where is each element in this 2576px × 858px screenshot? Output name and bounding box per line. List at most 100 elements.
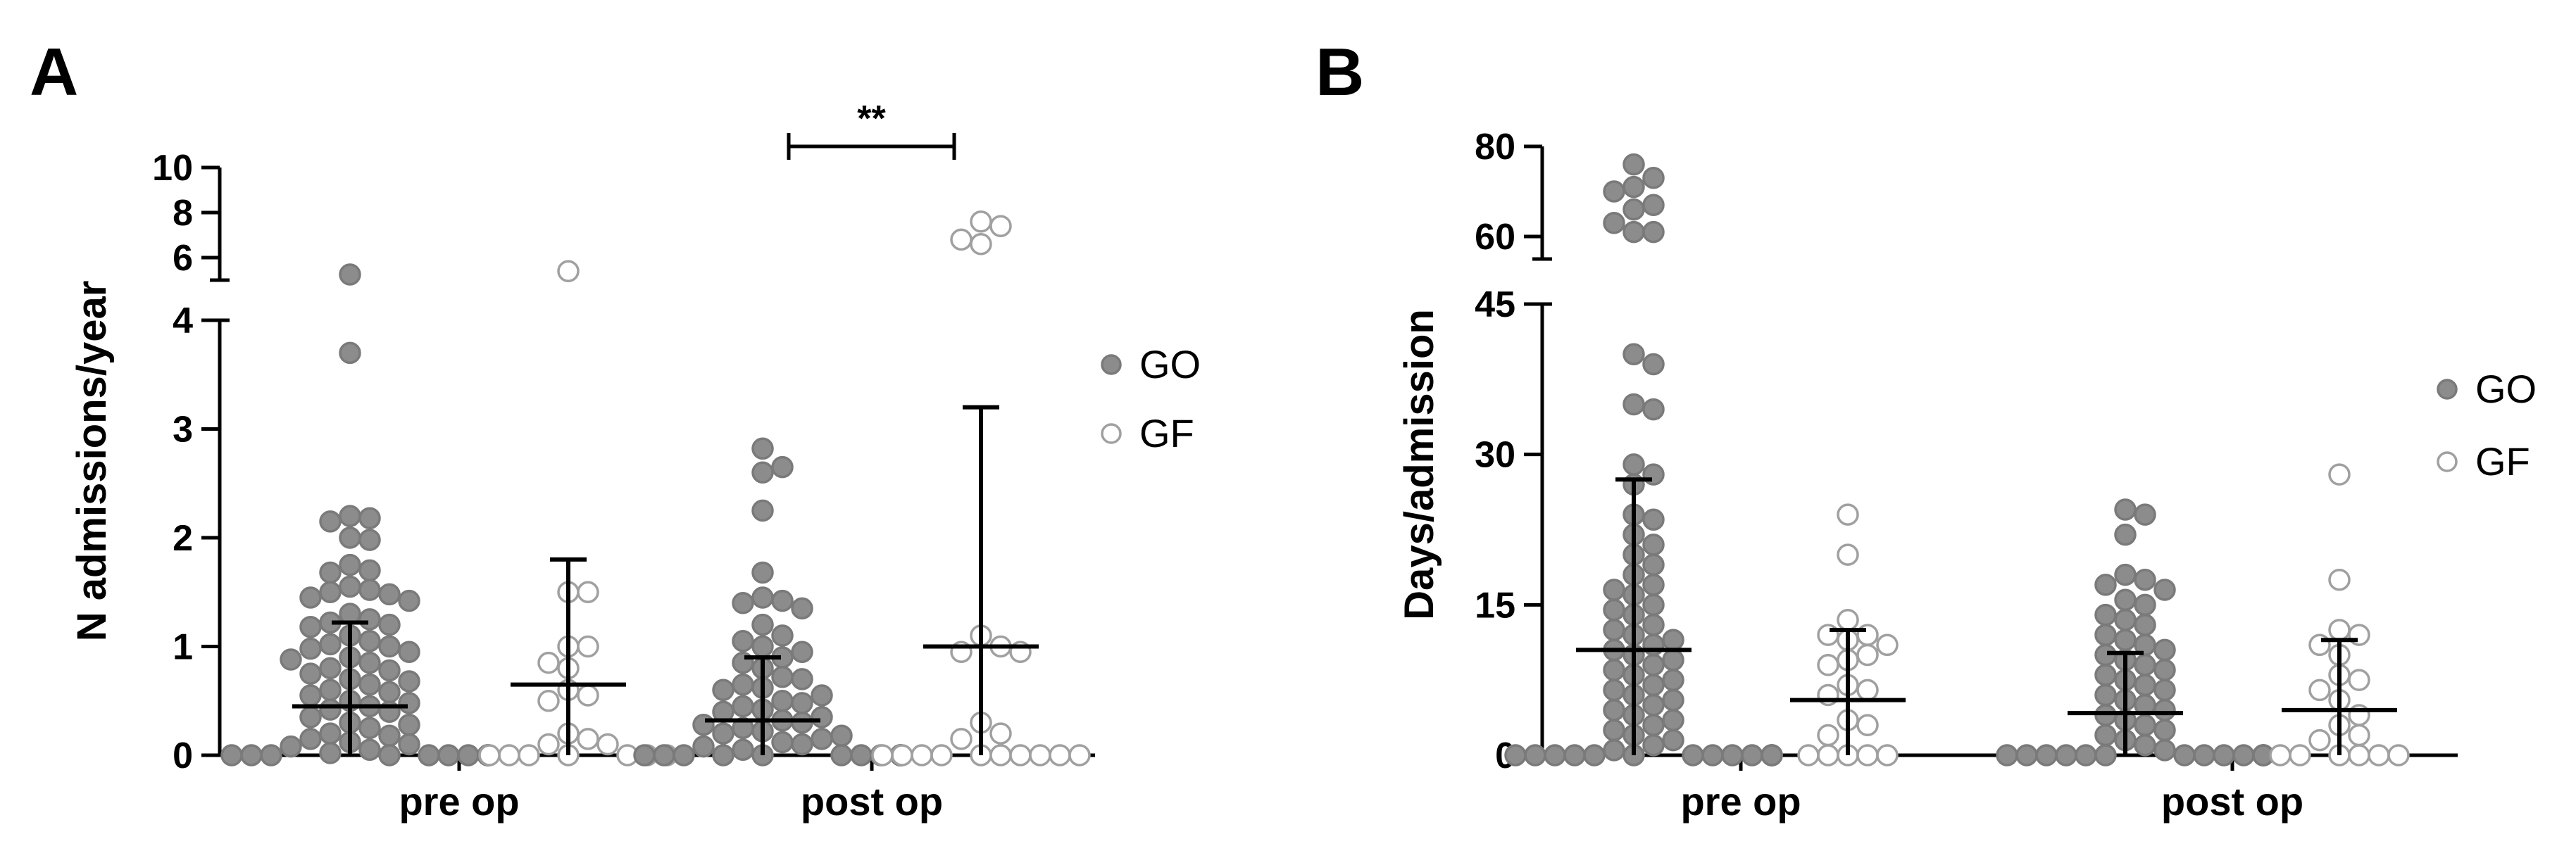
data-point-gf-post-op xyxy=(2308,728,2331,752)
data-point-go-pre-op xyxy=(1642,167,1665,189)
panel-letter-b: B xyxy=(1315,34,1364,110)
data-point-go-pre-op xyxy=(299,662,322,685)
data-point-gf-post-op xyxy=(1009,744,1032,766)
y-axis-label: Days/admission xyxy=(1396,309,1442,620)
data-point-go-post-op xyxy=(712,744,734,766)
data-point-go-pre-op xyxy=(418,744,440,766)
data-point-go-pre-op xyxy=(339,341,361,365)
data-point-go-pre-op xyxy=(1563,744,1586,766)
data-point-go-post-op xyxy=(811,728,833,750)
data-point-go-post-op xyxy=(751,586,774,609)
data-point-go-pre-op xyxy=(339,505,361,527)
data-point-go-pre-op xyxy=(398,589,420,612)
y-tick-label: 3 xyxy=(173,410,193,450)
data-point-gf-post-op xyxy=(2308,679,2331,702)
data-point-go-pre-op xyxy=(1701,744,1724,766)
data-point-gf-pre-op xyxy=(577,684,599,707)
data-point-go-post-op xyxy=(811,706,833,728)
data-point-go-pre-op xyxy=(1642,220,1665,244)
data-point-gf-pre-op xyxy=(537,651,560,674)
data-point-go-pre-op xyxy=(1603,659,1625,681)
data-point-go-pre-op xyxy=(339,263,361,286)
data-point-go-post-op xyxy=(2094,683,2117,707)
data-point-go-pre-op xyxy=(299,615,322,638)
data-point-go-pre-op xyxy=(319,722,342,745)
data-point-go-pre-op xyxy=(339,526,361,549)
data-point-go-post-op xyxy=(771,690,794,712)
x-category-label: post op xyxy=(2161,779,2303,824)
data-point-go-pre-op xyxy=(1642,694,1665,717)
data-point-go-pre-op xyxy=(339,553,361,576)
data-point-go-post-op xyxy=(2094,724,2117,747)
data-point-go-post-op xyxy=(771,624,794,647)
data-point-go-post-op xyxy=(712,722,734,745)
data-point-go-post-op xyxy=(771,666,794,688)
data-point-go-pre-op xyxy=(398,692,420,714)
data-point-go-pre-op xyxy=(1622,175,1645,198)
data-point-go-post-op xyxy=(751,437,774,460)
data-point-go-pre-op xyxy=(1583,744,1606,766)
data-point-go-pre-op xyxy=(1642,534,1665,556)
data-point-gf-pre-op xyxy=(557,260,580,282)
data-point-gf-post-op xyxy=(2348,669,2370,691)
legend-marker-go xyxy=(2437,379,2458,400)
data-point-go-pre-op xyxy=(1642,574,1665,596)
data-point-go-post-op xyxy=(2114,523,2137,546)
data-point-go-pre-op xyxy=(299,637,322,660)
data-point-go-pre-op xyxy=(220,744,243,766)
data-point-go-post-op xyxy=(692,713,715,736)
data-point-go-pre-op xyxy=(1642,654,1665,676)
data-point-go-post-op xyxy=(2094,664,2117,686)
data-point-go-pre-op xyxy=(378,583,401,606)
data-point-go-pre-op xyxy=(1642,194,1665,216)
legend-label-go: GO xyxy=(1139,342,1201,386)
legend-label-gf: GF xyxy=(2475,439,2530,484)
data-point-go-post-op xyxy=(633,744,656,766)
x-category-label: pre op xyxy=(399,779,519,824)
data-point-go-post-op xyxy=(2173,744,2196,766)
data-point-go-post-op xyxy=(732,695,754,718)
data-point-gf-post-op xyxy=(2387,744,2410,766)
data-point-gf-post-op xyxy=(2348,744,2370,766)
data-point-gf-post-op xyxy=(1029,744,1051,766)
data-point-go-pre-op xyxy=(358,507,381,529)
data-point-go-pre-op xyxy=(339,575,361,598)
data-point-go-post-op xyxy=(791,733,813,756)
data-point-go-post-op xyxy=(732,630,754,652)
data-point-gf-pre-op xyxy=(1856,643,1879,667)
data-point-gf-post-op xyxy=(2289,744,2311,766)
significance-label: ** xyxy=(857,99,886,139)
data-point-go-pre-op xyxy=(358,608,381,631)
data-point-go-post-op xyxy=(2134,674,2156,697)
data-point-gf-post-op xyxy=(950,728,973,750)
data-point-gf-pre-op xyxy=(537,733,560,756)
data-point-go-post-op xyxy=(2213,744,2235,766)
data-point-go-pre-op xyxy=(1761,744,1783,766)
data-point-gf-post-op xyxy=(2269,744,2291,766)
data-point-go-pre-op xyxy=(378,659,401,682)
data-point-go-pre-op xyxy=(1662,709,1684,731)
data-point-go-pre-op xyxy=(1642,714,1665,737)
data-point-go-pre-op xyxy=(1603,579,1625,601)
data-point-gf-pre-op xyxy=(518,744,540,766)
data-point-gf-post-op xyxy=(911,744,933,766)
y-tick-label: 10 xyxy=(152,148,193,189)
data-point-go-pre-op xyxy=(358,651,381,674)
data-point-go-pre-op xyxy=(1662,648,1684,671)
data-point-go-pre-op xyxy=(1642,593,1665,617)
data-point-go-pre-op xyxy=(240,744,263,766)
data-point-go-pre-op xyxy=(1721,744,1744,766)
data-point-gf-pre-op xyxy=(1876,744,1899,766)
data-point-go-pre-op xyxy=(1741,744,1763,766)
data-point-go-post-op xyxy=(2114,629,2137,651)
data-point-go-post-op xyxy=(2114,498,2137,521)
data-point-go-post-op xyxy=(830,744,853,766)
data-point-go-post-op xyxy=(811,684,833,707)
legend-label-gf: GF xyxy=(1139,411,1194,455)
data-point-gf-post-op xyxy=(989,744,1012,766)
data-point-gf-pre-op xyxy=(1817,744,1839,766)
data-point-gf-pre-op xyxy=(478,744,501,766)
data-point-go-post-op xyxy=(850,744,873,766)
data-point-go-post-op xyxy=(653,744,675,766)
data-point-gf-pre-op xyxy=(577,728,599,750)
